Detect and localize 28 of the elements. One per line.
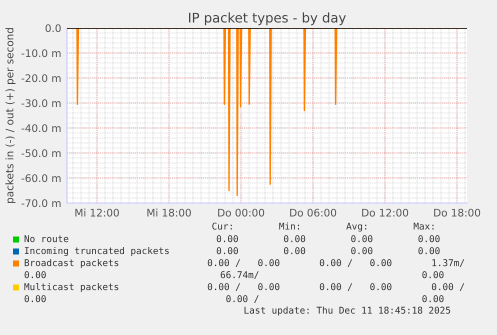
text: Cur: Min: Avg: Max: bbox=[212, 222, 434, 232]
y-tick-label: -70.0 m bbox=[22, 199, 61, 208]
text: 0.00 0.00 0.00 0.00 bbox=[216, 235, 440, 242]
legend-label: No route bbox=[24, 235, 68, 242]
legend-label: Broadcast packets bbox=[24, 259, 118, 268]
y-tick-label: -10.0 m bbox=[22, 49, 61, 58]
legend-label: Multicast packets bbox=[24, 282, 118, 292]
y-tick-label: -60.0 m bbox=[22, 174, 61, 182]
x-tick-label: Mi 18:00 bbox=[147, 208, 191, 217]
text: 0.00 0.00 0.00 0.00 bbox=[216, 247, 440, 254]
text: Last update: Thu Dec 11 18:45:18 2025 bbox=[244, 306, 450, 316]
y-tick-label: -50.0 m bbox=[22, 149, 61, 158]
text: 0.00 66.74m/ 0.00 bbox=[24, 271, 444, 279]
y-tick-label: -40.0 m bbox=[22, 124, 61, 132]
y-tick-label: -30.0 m bbox=[22, 99, 61, 108]
text: 0.00 / 0.00 0.00 / 0.00 1.37m/ bbox=[208, 259, 464, 267]
x-tick-label: Do 18:00 bbox=[434, 208, 480, 217]
x-tick-label: Mi 12:00 bbox=[75, 208, 119, 217]
y-tick-label: 0.0 bbox=[46, 24, 61, 32]
y-axis-title: packets in (-) / out (+) per second bbox=[5, 28, 16, 203]
text: 0.00 / 0.00 0.00 / 0.00 0.00 / bbox=[208, 283, 464, 291]
y-tick-label: -20.0 m bbox=[22, 74, 61, 82]
legend-label: Incoming truncated packets bbox=[24, 246, 169, 256]
chart-title: IP packet types - by day bbox=[189, 12, 346, 26]
text: 0.00 0.00 / 0.00 bbox=[24, 295, 444, 303]
x-tick-label: Do 00:00 bbox=[218, 208, 264, 217]
x-tick-label: Do 12:00 bbox=[362, 208, 408, 217]
x-tick-label: Do 06:00 bbox=[290, 208, 336, 217]
